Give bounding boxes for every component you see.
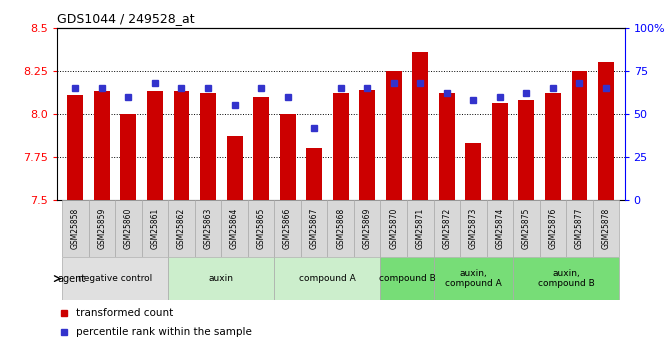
Text: GSM25863: GSM25863 bbox=[204, 208, 212, 249]
Bar bbox=[248, 200, 275, 257]
Bar bbox=[280, 114, 295, 200]
Text: transformed count: transformed count bbox=[75, 308, 173, 318]
Bar bbox=[513, 257, 619, 300]
Text: GSM25859: GSM25859 bbox=[98, 208, 106, 249]
Bar bbox=[386, 71, 401, 200]
Bar bbox=[566, 200, 593, 257]
Bar bbox=[460, 200, 486, 257]
Text: GSM25877: GSM25877 bbox=[575, 208, 584, 249]
Bar bbox=[518, 100, 534, 200]
Bar bbox=[513, 200, 540, 257]
Bar bbox=[434, 257, 513, 300]
Bar bbox=[89, 200, 115, 257]
Text: negative control: negative control bbox=[78, 274, 152, 283]
Bar bbox=[381, 257, 434, 300]
Bar bbox=[147, 91, 163, 200]
Bar bbox=[545, 93, 561, 200]
Bar bbox=[62, 257, 168, 300]
Bar bbox=[327, 200, 354, 257]
Bar bbox=[120, 114, 136, 200]
Bar bbox=[168, 200, 195, 257]
Text: GSM25865: GSM25865 bbox=[257, 208, 266, 249]
Text: GSM25874: GSM25874 bbox=[496, 208, 504, 249]
Bar bbox=[354, 200, 381, 257]
Bar bbox=[301, 200, 327, 257]
Bar bbox=[359, 90, 375, 200]
Bar bbox=[333, 93, 349, 200]
Bar bbox=[67, 95, 84, 200]
Text: compound A: compound A bbox=[299, 274, 356, 283]
Bar bbox=[174, 91, 190, 200]
Bar bbox=[439, 93, 455, 200]
Bar bbox=[540, 200, 566, 257]
Text: GSM25875: GSM25875 bbox=[522, 208, 531, 249]
Bar bbox=[434, 200, 460, 257]
Text: GSM25873: GSM25873 bbox=[469, 208, 478, 249]
Text: GSM25872: GSM25872 bbox=[442, 208, 452, 249]
Bar bbox=[492, 104, 508, 200]
Bar bbox=[62, 200, 89, 257]
Bar bbox=[195, 200, 221, 257]
Text: GSM25866: GSM25866 bbox=[283, 208, 292, 249]
Bar bbox=[226, 136, 242, 200]
Bar bbox=[572, 71, 587, 200]
Bar bbox=[275, 257, 381, 300]
Text: auxin,
compound B: auxin, compound B bbox=[538, 269, 595, 288]
Text: GSM25869: GSM25869 bbox=[363, 208, 371, 249]
Text: percentile rank within the sample: percentile rank within the sample bbox=[75, 327, 251, 337]
Bar bbox=[142, 200, 168, 257]
Bar bbox=[593, 200, 619, 257]
Bar bbox=[381, 200, 407, 257]
Text: GDS1044 / 249528_at: GDS1044 / 249528_at bbox=[57, 12, 194, 25]
Text: GSM25858: GSM25858 bbox=[71, 208, 80, 249]
Text: GSM25868: GSM25868 bbox=[336, 208, 345, 249]
Text: compound B: compound B bbox=[379, 274, 436, 283]
Text: agent: agent bbox=[57, 274, 86, 284]
Text: GSM25864: GSM25864 bbox=[230, 208, 239, 249]
Text: GSM25861: GSM25861 bbox=[150, 208, 160, 249]
Bar bbox=[168, 257, 275, 300]
Text: GSM25867: GSM25867 bbox=[310, 208, 319, 249]
Bar bbox=[466, 143, 482, 200]
Text: GSM25860: GSM25860 bbox=[124, 208, 133, 249]
Bar bbox=[275, 200, 301, 257]
Text: GSM25878: GSM25878 bbox=[601, 208, 611, 249]
Text: auxin: auxin bbox=[209, 274, 234, 283]
Bar bbox=[486, 200, 513, 257]
Bar bbox=[412, 52, 428, 200]
Text: GSM25876: GSM25876 bbox=[548, 208, 557, 249]
Bar bbox=[407, 200, 434, 257]
Text: auxin,
compound A: auxin, compound A bbox=[445, 269, 502, 288]
Text: GSM25871: GSM25871 bbox=[415, 208, 425, 249]
Bar bbox=[306, 148, 322, 200]
Bar bbox=[221, 200, 248, 257]
Bar bbox=[253, 97, 269, 200]
Bar bbox=[115, 200, 142, 257]
Bar bbox=[598, 62, 614, 200]
Text: GSM25862: GSM25862 bbox=[177, 208, 186, 249]
Bar bbox=[94, 91, 110, 200]
Text: GSM25870: GSM25870 bbox=[389, 208, 398, 249]
Bar bbox=[200, 93, 216, 200]
